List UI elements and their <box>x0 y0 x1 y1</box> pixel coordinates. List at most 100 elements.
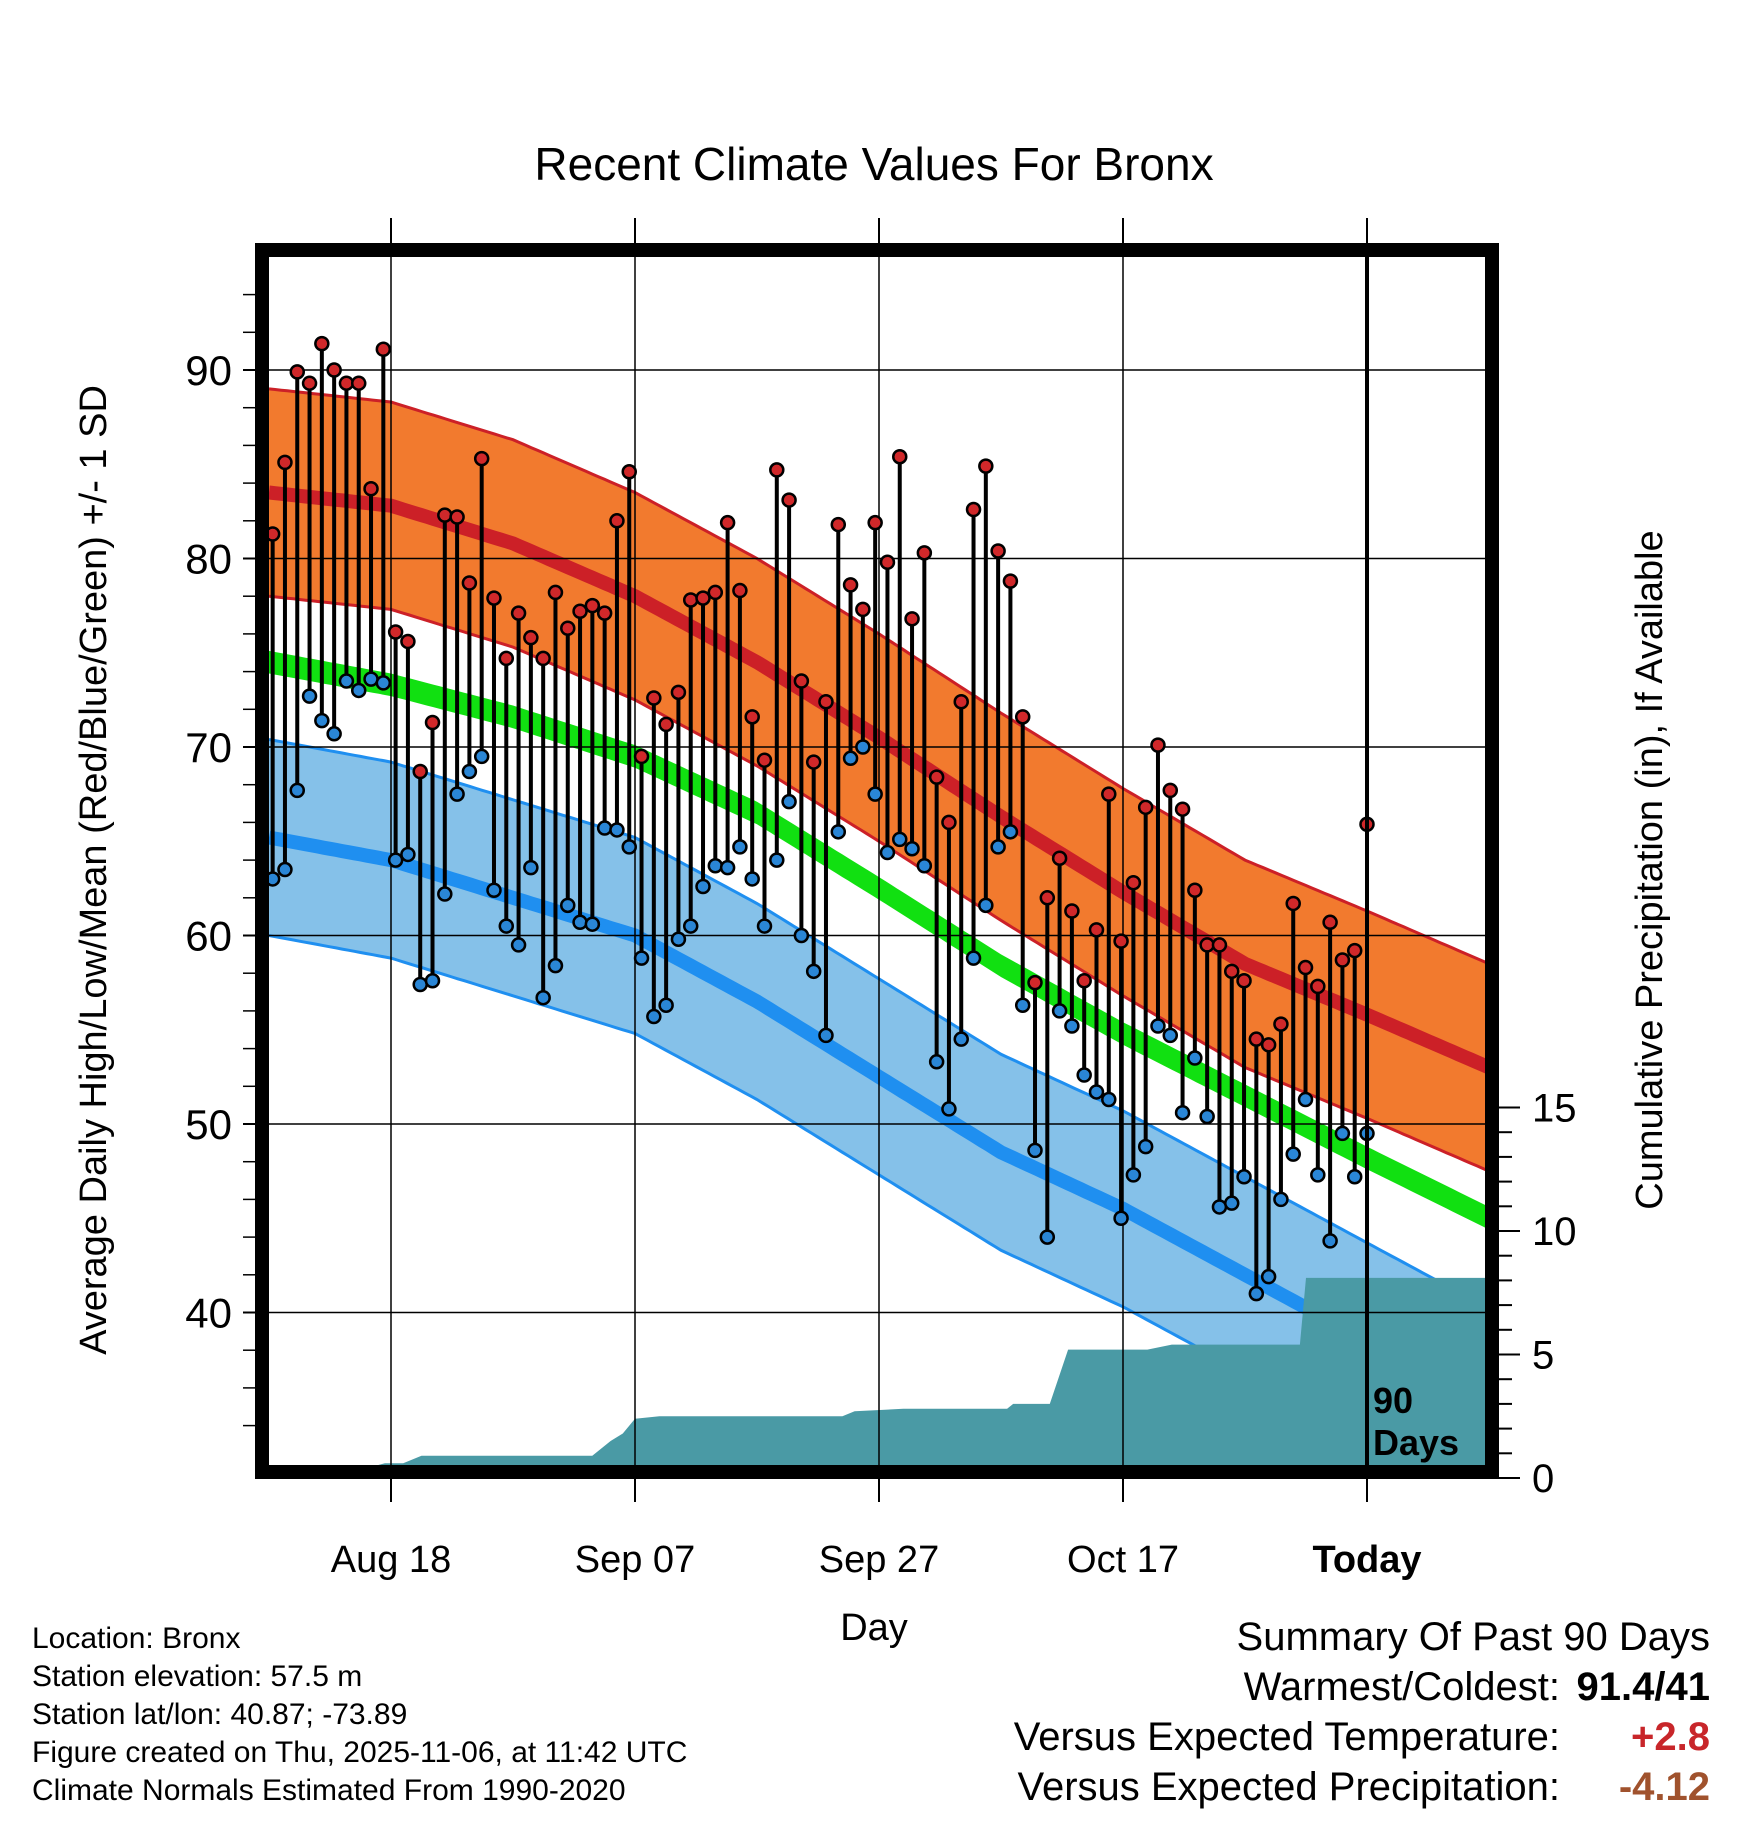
daily-low-point <box>1113 1210 1129 1226</box>
daily-high-point <box>572 603 588 620</box>
daily-high-point <box>1051 850 1068 866</box>
daily-low-point <box>1162 1027 1179 1044</box>
daily-low-point <box>572 914 588 931</box>
daily-low-point <box>707 858 724 874</box>
daily-low-point <box>1039 1229 1056 1245</box>
y-tick-label: 60 <box>185 913 232 960</box>
daily-high-point <box>904 611 920 627</box>
daily-low-point <box>449 786 465 802</box>
daily-low-point <box>781 793 797 810</box>
daily-low-point <box>437 886 453 902</box>
daily-low-point <box>535 989 551 1006</box>
daily-low-point <box>1310 1167 1326 1183</box>
daily-low-point <box>941 1101 957 1117</box>
daily-high-point <box>781 492 797 508</box>
daily-high-point <box>867 514 883 531</box>
daily-low-point <box>375 675 392 691</box>
daily-low-point <box>400 846 416 863</box>
y2-tick-label: 5 <box>1532 1334 1554 1378</box>
daily-high-point <box>400 633 416 650</box>
daily-high-point <box>756 752 773 768</box>
daily-low-point <box>892 831 908 848</box>
y-tick-label: 50 <box>185 1101 232 1148</box>
x-tick-label: Sep 07 <box>575 1539 695 1581</box>
daily-high-point <box>1027 974 1043 991</box>
daily-high-point <box>350 375 367 391</box>
daily-low-point <box>621 839 637 855</box>
daily-high-point <box>412 763 428 780</box>
daily-low-point <box>769 852 785 868</box>
y-tick-label: 40 <box>185 1290 232 1337</box>
daily-low-point <box>1260 1268 1277 1285</box>
daily-low-point <box>1002 824 1019 840</box>
daily-low-point <box>867 786 883 802</box>
daily-high-point <box>510 605 527 621</box>
y-tick-label: 80 <box>185 536 232 583</box>
daily-high-point <box>363 481 379 497</box>
daily-high-point <box>473 450 490 467</box>
daily-high-point <box>1273 1016 1289 1032</box>
daily-low-point <box>1137 1138 1154 1155</box>
daily-low-point <box>277 861 293 878</box>
daily-low-point <box>1322 1233 1338 1249</box>
daily-low-point <box>695 878 711 895</box>
daily-high-point <box>1002 573 1019 589</box>
daily-low-point <box>1297 1091 1314 1108</box>
daily-low-point <box>1125 1167 1142 1183</box>
daily-low-point <box>1285 1146 1301 1162</box>
window-label-number: 90 <box>1373 1380 1413 1421</box>
daily-low-point <box>1088 1084 1105 1100</box>
daily-high-point <box>633 748 650 765</box>
daily-high-point <box>1248 1031 1265 1047</box>
daily-high-point <box>424 714 441 731</box>
daily-low-point <box>1236 1169 1252 1185</box>
daily-high-point <box>523 629 539 646</box>
x-tick-label: Today <box>1312 1539 1421 1581</box>
daily-low-point <box>793 927 810 944</box>
daily-low-point <box>560 897 576 914</box>
latlon-text: Station lat/lon: 40.87; -73.89 <box>32 1698 408 1731</box>
y2-tick-label: 15 <box>1532 1087 1577 1131</box>
daily-low-point <box>289 782 306 799</box>
daily-high-point <box>1137 799 1154 816</box>
daily-high-point <box>1076 972 1092 989</box>
daily-high-point <box>928 769 945 785</box>
daily-high-point <box>1162 782 1179 799</box>
daily-high-point <box>695 590 711 606</box>
x-tick-label: Aug 18 <box>331 1539 451 1581</box>
y2-axis-label: Cumulative Precipitation (in), If Availa… <box>1629 530 1671 1209</box>
daily-low-point <box>1014 997 1031 1013</box>
daily-high-point <box>314 335 330 352</box>
daily-high-point <box>916 545 933 561</box>
daily-low-point <box>498 918 515 934</box>
temp-label: Versus Expected Temperature: <box>1013 1715 1560 1759</box>
daily-high-point <box>289 364 306 380</box>
precipitation-area <box>329 1277 1489 1472</box>
summary-row-warmest: Warmest/Coldest: 91.4/41 <box>950 1662 1710 1712</box>
daily-high-point <box>941 814 957 831</box>
daily-low-point <box>805 963 822 980</box>
daily-high-point <box>719 514 736 531</box>
daily-high-point <box>1346 942 1363 959</box>
axes: 40 50 60 70 80 90 0 5 10 15 Aug 18 Sep 07 Sep 27 Oct … <box>185 218 1577 1581</box>
temp-value: +2.8 <box>1631 1715 1710 1759</box>
summary-heading: Summary Of Past 90 Days <box>1236 1615 1710 1659</box>
daily-high-point <box>547 584 564 601</box>
daily-high-point <box>1125 874 1142 891</box>
created-text: Figure created on Thu, 2025-11-06, at 11… <box>32 1736 688 1769</box>
daily-low-point <box>314 712 330 729</box>
y2-tick-label: 0 <box>1532 1457 1554 1501</box>
precip-label: Versus Expected Precipitation: <box>1017 1765 1560 1809</box>
daily-low-point <box>1199 1108 1215 1125</box>
daily-high-point <box>1014 709 1031 725</box>
daily-high-point <box>449 509 465 525</box>
daily-high-point <box>842 577 859 593</box>
daily-low-point <box>978 897 994 914</box>
daily-high-point <box>596 605 613 621</box>
daily-low-point <box>855 739 871 755</box>
daily-low-point <box>965 950 982 966</box>
daily-high-point <box>818 694 834 710</box>
daily-high-point <box>670 684 687 701</box>
daily-high-point <box>437 507 453 523</box>
daily-low-point <box>879 844 896 861</box>
